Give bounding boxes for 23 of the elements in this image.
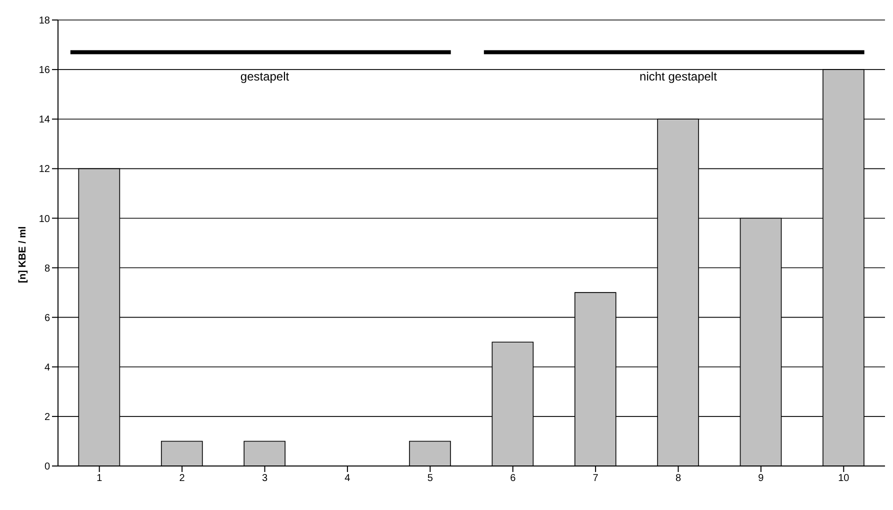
x-tick-label: 1 — [96, 473, 103, 484]
x-tick-label: 9 — [758, 473, 764, 484]
y-tick-label: 18 — [38, 16, 50, 27]
y-tick-label: 8 — [44, 263, 50, 274]
annotation: nicht gestapelt — [640, 70, 718, 84]
y-tick-label: 12 — [38, 164, 50, 176]
x-tick-label: 5 — [427, 473, 434, 484]
y-tick-label: 14 — [38, 114, 50, 126]
y-tick-label: 10 — [38, 214, 50, 225]
x-tick-label: 4 — [344, 473, 351, 484]
y-axis-title: [n] KBE / ml — [18, 226, 29, 283]
x-tick-label: 10 — [838, 473, 850, 484]
x-tick-label: 7 — [592, 473, 599, 484]
x-tick-label: 3 — [262, 473, 268, 484]
y-tick-label: 4 — [44, 362, 50, 374]
x-tick-label: 6 — [510, 473, 516, 484]
x-tick-label: 8 — [675, 473, 682, 484]
y-tick-label: 0 — [44, 462, 50, 473]
annotation: gestapelt — [240, 70, 290, 84]
y-tick-label: 6 — [44, 312, 50, 324]
x-tick-label: 2 — [179, 473, 186, 484]
y-tick-label: 2 — [44, 412, 50, 423]
y-tick-label: 16 — [38, 65, 50, 76]
